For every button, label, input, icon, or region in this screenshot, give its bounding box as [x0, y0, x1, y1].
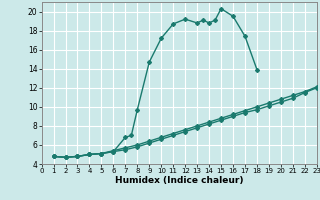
X-axis label: Humidex (Indice chaleur): Humidex (Indice chaleur)	[115, 176, 244, 185]
